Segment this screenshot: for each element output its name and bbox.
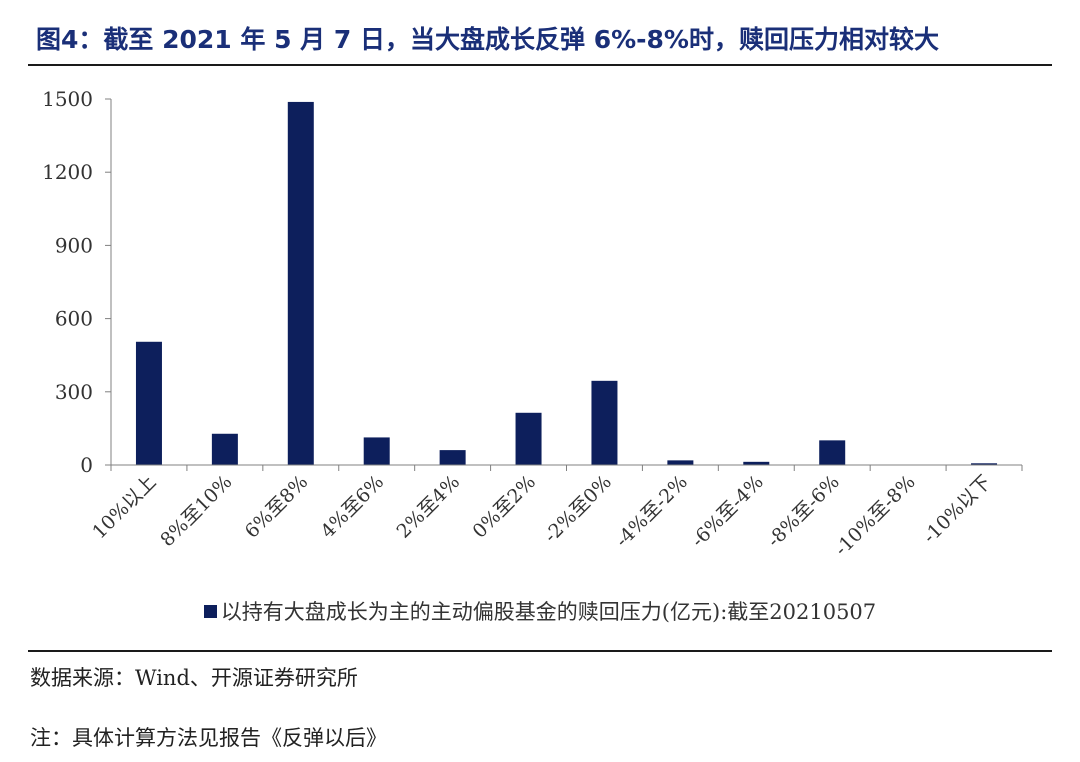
x-tick-label: 0%至2% xyxy=(468,471,540,543)
bar xyxy=(287,101,314,465)
bar xyxy=(439,450,466,465)
y-tick-label: 0 xyxy=(80,453,93,477)
bar xyxy=(211,433,238,465)
method-note: 注：具体计算方法见报告《反弹以后》 xyxy=(30,726,387,750)
x-tick-label: 10%以上 xyxy=(88,471,160,543)
bar xyxy=(515,412,542,465)
x-tick-label: 8%至10% xyxy=(156,471,236,551)
bar-chart: 0 300 600 900 1200 1500 10%以上8%至10% 6%至8% 4%至6% 2… xyxy=(42,87,1023,560)
bar xyxy=(819,440,846,465)
y-tick-label: 300 xyxy=(55,380,93,404)
bar xyxy=(363,437,390,465)
y-tick-label: 900 xyxy=(55,233,93,257)
x-tick-label: -2%至0% xyxy=(540,471,616,547)
bar xyxy=(667,460,694,465)
x-tick-label: -10%至-8% xyxy=(830,471,919,560)
x-tick-label: 6%至8% xyxy=(241,471,313,543)
y-tick-label: 1500 xyxy=(42,87,93,111)
x-tick-label: -6%至-4% xyxy=(687,471,768,552)
bar xyxy=(743,461,770,465)
title-divider xyxy=(28,64,1052,66)
figure-title: 图4：截至 2021 年 5 月 7 日，当大盘成长反弹 6%-8%时，赎回压力… xyxy=(36,25,939,54)
footer-divider xyxy=(28,650,1052,652)
legend-label: 以持有大盘成长为主的主动偏股基金的赎回压力(亿元):截至20210507 xyxy=(220,600,877,624)
y-tick-label: 1200 xyxy=(42,160,93,184)
chart-legend: 以持有大盘成长为主的主动偏股基金的赎回压力(亿元):截至20210507 xyxy=(0,596,1080,626)
legend-swatch xyxy=(203,605,217,618)
bar xyxy=(135,341,162,465)
source-note: 数据来源：Wind、开源证券研究所 xyxy=(30,666,358,690)
x-tick-label: -10%以下 xyxy=(919,471,996,548)
x-tick-label: 4%至6% xyxy=(317,471,389,543)
x-tick-label: -8%至-6% xyxy=(763,471,844,552)
bar xyxy=(971,463,998,465)
x-tick-label: -4%至-2% xyxy=(611,471,692,552)
x-tick-label: 2%至4% xyxy=(393,471,465,543)
bar xyxy=(591,380,618,465)
y-tick-label: 600 xyxy=(55,307,93,331)
